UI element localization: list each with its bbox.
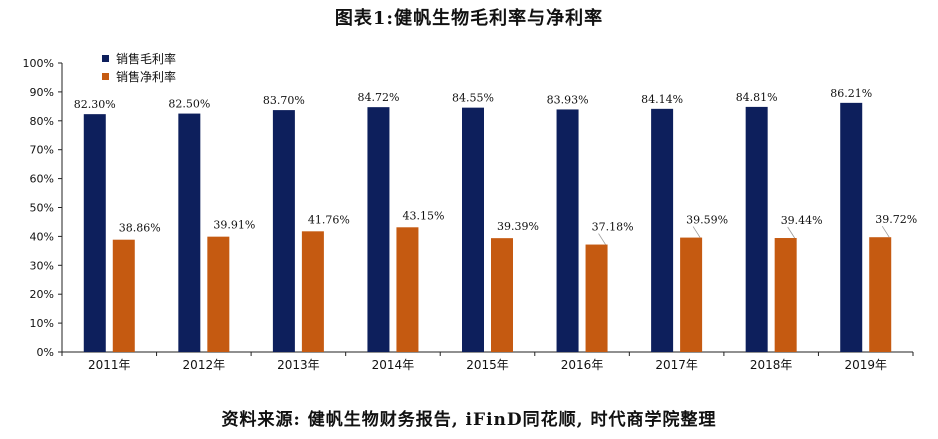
gross-margin-label: 86.21% <box>830 87 872 100</box>
x-tick-label: 2013年 <box>277 358 320 372</box>
net-margin-label: 38.86% <box>119 222 161 235</box>
net-margin-bar <box>396 227 419 352</box>
gross-margin-bar <box>462 107 484 352</box>
gross-margin-bar <box>745 106 768 352</box>
gross-margin-bar <box>178 113 201 352</box>
x-tick-label: 2016年 <box>561 358 604 372</box>
gross-margin-label: 84.72% <box>357 91 399 104</box>
y-tick-label: 30% <box>30 259 54 272</box>
bars <box>83 102 892 353</box>
gross-margin-label: 82.30% <box>74 98 116 111</box>
y-tick-label: 0% <box>37 346 54 359</box>
x-tick-label: 2015年 <box>466 358 509 372</box>
net-margin-label: 37.18% <box>592 221 634 234</box>
net-margin-bar <box>774 238 797 352</box>
x-tick-label: 2014年 <box>372 358 415 372</box>
net-margin-label: 43.15% <box>402 209 444 222</box>
x-tick-label: 2019年 <box>844 358 887 372</box>
gross-margin-label: 84.14% <box>641 93 683 106</box>
net-margin-label: 39.44% <box>781 214 823 227</box>
gross-margin-label: 82.50% <box>168 98 210 111</box>
label-leader-line <box>692 226 701 238</box>
y-tick-label: 70% <box>30 144 54 157</box>
legend-swatch-gross-margin <box>102 55 109 62</box>
net-margin-bar <box>680 237 703 352</box>
x-tick-label: 2011年 <box>88 358 131 372</box>
y-tick-label: 90% <box>30 86 54 99</box>
legend-label-gross-margin: 销售毛利率 <box>116 51 176 66</box>
net-margin-bar <box>112 239 135 352</box>
x-axis: 2011年 2012年 2013年 2014年 2015年 2016年 2017年 2018年… <box>61 351 914 372</box>
gross-margin-label: 83.70% <box>263 94 305 107</box>
y-tick-label: 20% <box>30 288 54 301</box>
gross-margin-label: 84.81% <box>736 91 778 104</box>
x-tick-label: 2012年 <box>183 358 226 372</box>
label-leader-line <box>598 233 606 245</box>
source-note: 资料来源: 健帆生物财务报告, iFinD同花顺, 时代商学院整理 <box>221 410 717 430</box>
net-margin-bar <box>207 236 230 352</box>
y-axis: 0% 10% 20% 30% 40% 50% 60% 70% 80% 90% 100% <box>23 57 63 359</box>
gross-margin-label: 83.93% <box>547 93 589 106</box>
net-margin-bar <box>585 244 608 352</box>
gross-margin-bar <box>367 107 390 352</box>
bar-chart: 0%10%20%30%40%50%60%70%80%90%100% 2011年 2… <box>23 51 918 372</box>
y-tick-label: 40% <box>30 230 54 243</box>
legend-swatch-net-margin <box>102 73 109 80</box>
net-margin-label: 41.76% <box>308 213 350 226</box>
net-margin-label: 39.59% <box>686 214 728 227</box>
legend: 销售毛利率 销售净利率 <box>102 51 176 84</box>
net-margin-label: 39.91% <box>213 219 255 232</box>
gross-margin-label: 84.55% <box>452 92 494 105</box>
y-tick-label: 10% <box>30 317 54 330</box>
label-leader-line <box>787 226 796 239</box>
x-tick-label: 2017年 <box>655 358 698 372</box>
net-margin-bar <box>869 237 892 352</box>
gross-margin-bar <box>556 109 579 353</box>
gross-margin-bar <box>840 102 863 352</box>
legend-label-net-margin: 销售净利率 <box>116 69 176 84</box>
x-tick-label: 2018年 <box>750 358 793 372</box>
y-tick-label: 80% <box>30 115 54 128</box>
label-leader-line <box>881 225 890 238</box>
net-margin-label: 39.72% <box>875 213 917 226</box>
y-tick-label: 50% <box>30 202 54 215</box>
gross-margin-bar <box>272 110 295 353</box>
net-margin-label: 39.39% <box>497 220 539 233</box>
data-labels: 82.30% 38.86% 82.50% 39.91% 83.70% 41.76% 84.7… <box>74 87 917 245</box>
y-tick-label: 100% <box>23 57 54 70</box>
gross-margin-bar <box>651 108 674 352</box>
chart-title: 图表1:健帆生物毛利率与净利率 <box>334 8 604 29</box>
net-margin-bar <box>301 231 324 352</box>
gross-margin-bar <box>83 114 106 352</box>
net-margin-bar <box>491 238 513 352</box>
y-tick-label: 60% <box>30 173 54 186</box>
